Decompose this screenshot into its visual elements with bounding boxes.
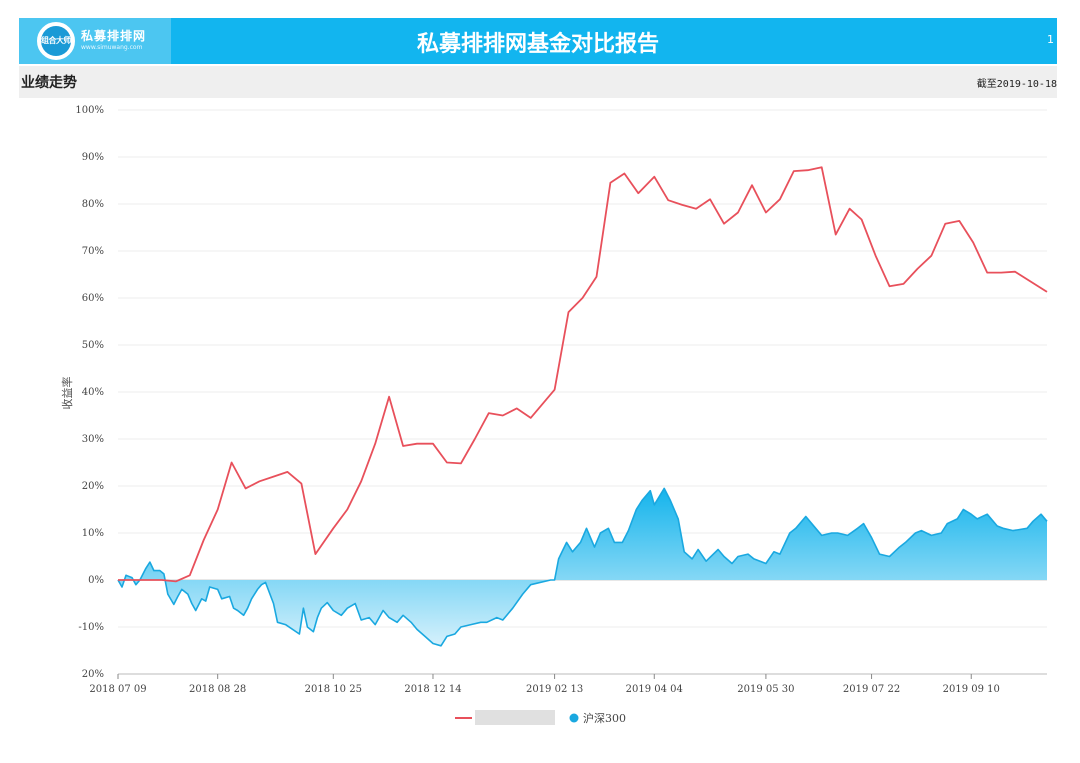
x-tick-label: 2018 12 14 — [404, 684, 461, 695]
section-title: 业绩走势 — [21, 75, 77, 91]
x-tick-label: 2019 04 04 — [626, 684, 683, 695]
y-tick-label: 10% — [82, 528, 104, 539]
page-number: 1 — [1047, 33, 1054, 46]
x-tick-label: 2018 07 09 — [89, 684, 146, 695]
logo-badge-text: 组合大师 — [41, 26, 71, 56]
legend-index-swatch[interactable] — [569, 713, 579, 723]
fund-series-line[interactable] — [118, 166, 1048, 583]
series-lines — [117, 166, 1048, 647]
y-tick-label: 20% — [82, 481, 104, 492]
y-tick-label: 70% — [82, 246, 104, 257]
x-tick-label: 2018 10 25 — [305, 684, 362, 695]
x-tick-label: 2019 09 10 — [943, 684, 1000, 695]
report-header: 组合大师 私募排排网 www.simuwang.com 私募排排网基金对比报告 … — [19, 18, 1057, 64]
y-tick-label: 40% — [82, 387, 104, 398]
y-tick-label: -10% — [78, 622, 104, 633]
y-axis-label: 收益率 — [60, 377, 74, 410]
y-tick-label: 0% — [88, 575, 104, 586]
logo-url: www.simuwang.com — [81, 44, 143, 51]
y-tick-label: 80% — [82, 199, 104, 210]
x-tick-label: 2018 08 28 — [189, 684, 246, 695]
x-tick-label: 2019 05 30 — [737, 684, 794, 695]
index-series-line[interactable] — [117, 487, 1048, 647]
y-tick-label: 50% — [82, 340, 104, 351]
x-tick-label: 2019 07 22 — [843, 684, 900, 695]
y-tick-label: 30% — [82, 434, 104, 445]
logo-name: 私募排排网 — [81, 29, 147, 43]
x-tick-label: 2019 02 13 — [526, 684, 583, 695]
y-tick-label: 60% — [82, 293, 104, 304]
y-tick-label: 90% — [82, 152, 104, 163]
y-tick-label: 20% — [82, 669, 104, 680]
legend-fund-name-redacted — [475, 710, 555, 725]
report-title: 私募排排网基金对比报告 — [416, 32, 659, 57]
logo: 组合大师 私募排排网 www.simuwang.com — [19, 18, 171, 64]
y-tick-label: 100% — [75, 105, 104, 116]
section-header: 业绩走势 截至2019-10-18 — [19, 66, 1057, 98]
legend-index-label[interactable]: 沪深300 — [583, 711, 626, 725]
as-of-date: 截至2019-10-18 — [976, 79, 1057, 90]
tick-labels: 100% 90% 80% 70% 60% 50% 40% 30% 20% 10% 0% -10% 20%… — [75, 105, 999, 695]
index-area-fill — [118, 488, 1047, 646]
legend[interactable]: 沪深300 — [455, 710, 626, 725]
axes — [117, 673, 1047, 679]
index-area — [118, 488, 1047, 646]
logo-emblem-icon: 组合大师 — [37, 22, 75, 60]
